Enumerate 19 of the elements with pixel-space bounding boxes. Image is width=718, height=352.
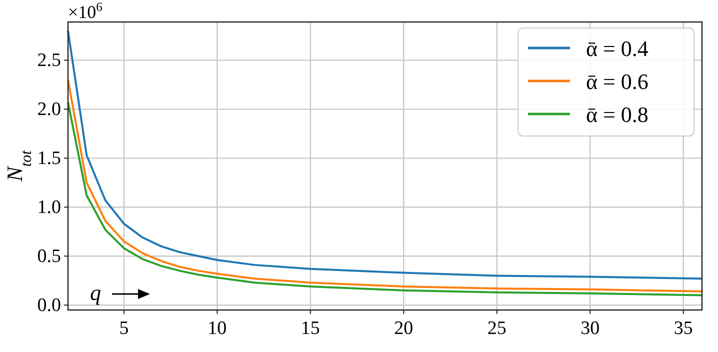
x-tick-label: 10 bbox=[208, 318, 227, 339]
x-tick-label: 35 bbox=[674, 318, 693, 339]
x-tick-label: 15 bbox=[300, 318, 320, 339]
y-tick-label: 2.5 bbox=[37, 50, 61, 72]
x-tick-label: 25 bbox=[487, 318, 506, 339]
x-tick-label: 20 bbox=[394, 318, 414, 339]
y-tick-label: 1.0 bbox=[37, 197, 61, 218]
y-tick-label: 0.5 bbox=[37, 246, 61, 268]
line-series bbox=[67, 30, 703, 280]
legend-label: ᾱ = 0.6 bbox=[586, 69, 648, 94]
y-tick-label: 1.5 bbox=[37, 148, 61, 170]
y-tick-label: 0.0 bbox=[37, 295, 61, 316]
y-tick-label: 2.0 bbox=[37, 99, 61, 120]
x-tick-label: 30 bbox=[580, 318, 600, 339]
legend-label: ᾱ = 0.4 bbox=[586, 36, 648, 61]
legend-label: ᾱ = 0.8 bbox=[586, 102, 648, 127]
annotation: q bbox=[90, 280, 101, 305]
text: ×10$^{6}$ bbox=[68, 0, 102, 22]
x-tick-label: 5 bbox=[119, 318, 129, 339]
